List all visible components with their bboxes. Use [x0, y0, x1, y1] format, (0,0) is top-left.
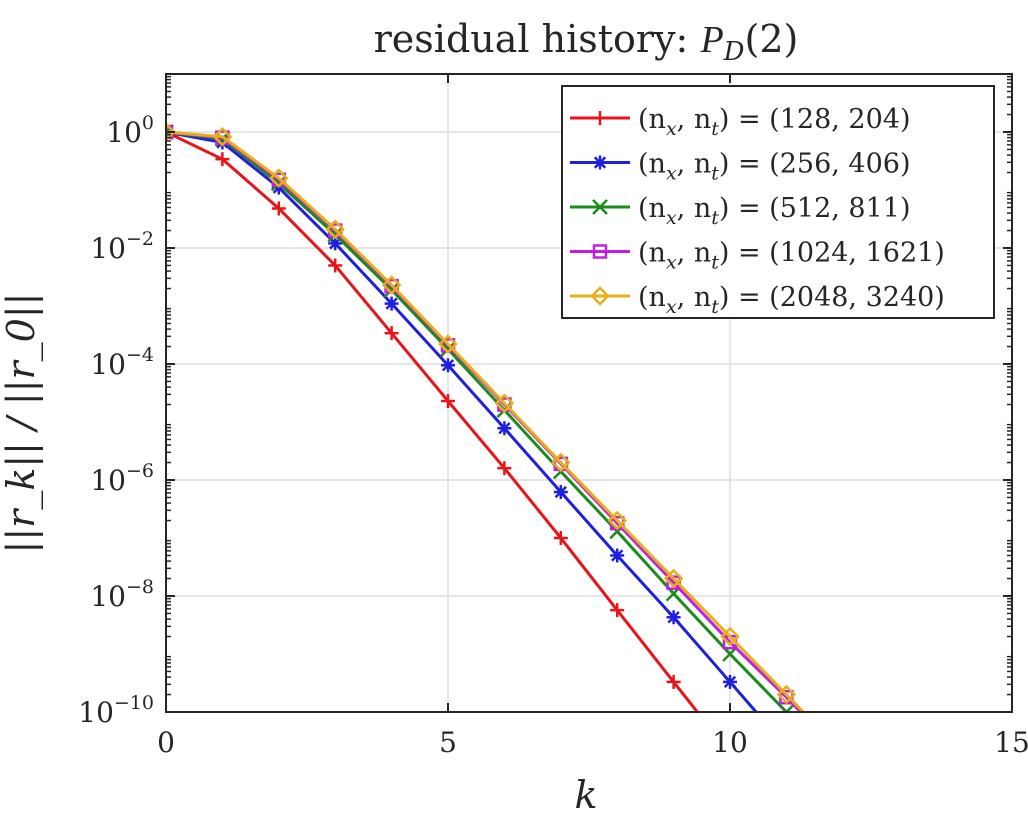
data-point	[384, 296, 399, 311]
data-point	[441, 394, 455, 409]
x-tick-label: 10	[712, 726, 748, 759]
data-point	[325, 219, 345, 240]
x-axis-label: k	[574, 773, 597, 817]
legend-entry: (nx, nt) = (1024, 1621)	[570, 238, 945, 274]
data-point	[441, 358, 455, 373]
legend-marker	[592, 199, 608, 215]
series-line	[166, 130, 806, 712]
data-point	[271, 201, 286, 216]
data-point	[553, 531, 568, 545]
legend-box	[561, 85, 995, 319]
y-tick-label: 10−10	[78, 692, 154, 729]
data-point	[438, 334, 458, 354]
legend-entry: (nx, nt) = (512, 811)	[570, 193, 910, 229]
legend-label: (nx, nt) = (1024, 1621)	[638, 238, 945, 274]
data-point	[663, 568, 684, 589]
x-tick-label: 15	[994, 726, 1028, 759]
data-point	[666, 610, 681, 625]
y-axis-label: ||r_k|| / ||r_0||	[0, 293, 44, 554]
data-point	[551, 452, 571, 473]
data-point	[215, 152, 230, 167]
data-point	[607, 510, 627, 531]
data-point	[166, 122, 176, 142]
x-tick-label: 5	[439, 726, 457, 759]
data-point	[328, 258, 343, 273]
legend: (nx, nt) = (128, 204) (nx, nt) = (256, 40…	[561, 85, 995, 319]
axes-box	[165, 73, 1013, 713]
data-point	[381, 275, 402, 295]
legend-marker	[593, 111, 607, 125]
data-point	[269, 168, 289, 188]
y-tick-label: 10−6	[90, 460, 154, 497]
legend-label: (nx, nt) = (256, 406)	[638, 149, 910, 185]
legend-entry: (nx, nt) = (256, 406)	[570, 149, 910, 185]
legend-marker	[590, 286, 610, 306]
series-layer	[166, 122, 806, 712]
data-point	[610, 603, 625, 618]
data-point	[610, 548, 625, 563]
data-point	[723, 674, 737, 689]
data-point	[383, 281, 400, 298]
data-point	[666, 674, 681, 689]
axis-ticks: 0 5 10 15 10−10 10−8 10−6 10−4 10−2 100	[78, 74, 1028, 759]
data-point	[212, 126, 233, 147]
legend-marker	[592, 244, 608, 259]
data-point	[778, 704, 795, 712]
y-tick-label: 10−8	[90, 576, 154, 613]
series-4	[166, 122, 806, 712]
data-point	[553, 485, 568, 500]
y-tick-label: 100	[106, 112, 154, 149]
series-line	[166, 130, 759, 712]
data-point	[440, 341, 456, 358]
legend-label: (nx, nt) = (2048, 3240)	[638, 282, 945, 318]
legend-marker	[593, 155, 607, 170]
legend-label: (nx, nt) = (128, 204)	[638, 104, 910, 140]
y-tick-label: 10−4	[90, 344, 154, 381]
y-tick-label: 10−2	[90, 228, 154, 265]
data-point	[384, 326, 399, 341]
data-point	[270, 175, 287, 192]
chart-title: residual history: PD(2)	[374, 17, 799, 67]
data-point	[497, 421, 512, 436]
data-point	[497, 461, 512, 476]
data-point	[720, 626, 740, 647]
legend-entry: (nx, nt) = (2048, 3240)	[570, 282, 945, 318]
legend-entry: (nx, nt) = (128, 204)	[570, 104, 910, 140]
data-point	[776, 684, 797, 705]
data-point	[327, 226, 344, 243]
data-point	[494, 393, 515, 414]
legend-label: (nx, nt) = (512, 811)	[638, 193, 910, 229]
x-tick-label: 0	[157, 726, 175, 759]
